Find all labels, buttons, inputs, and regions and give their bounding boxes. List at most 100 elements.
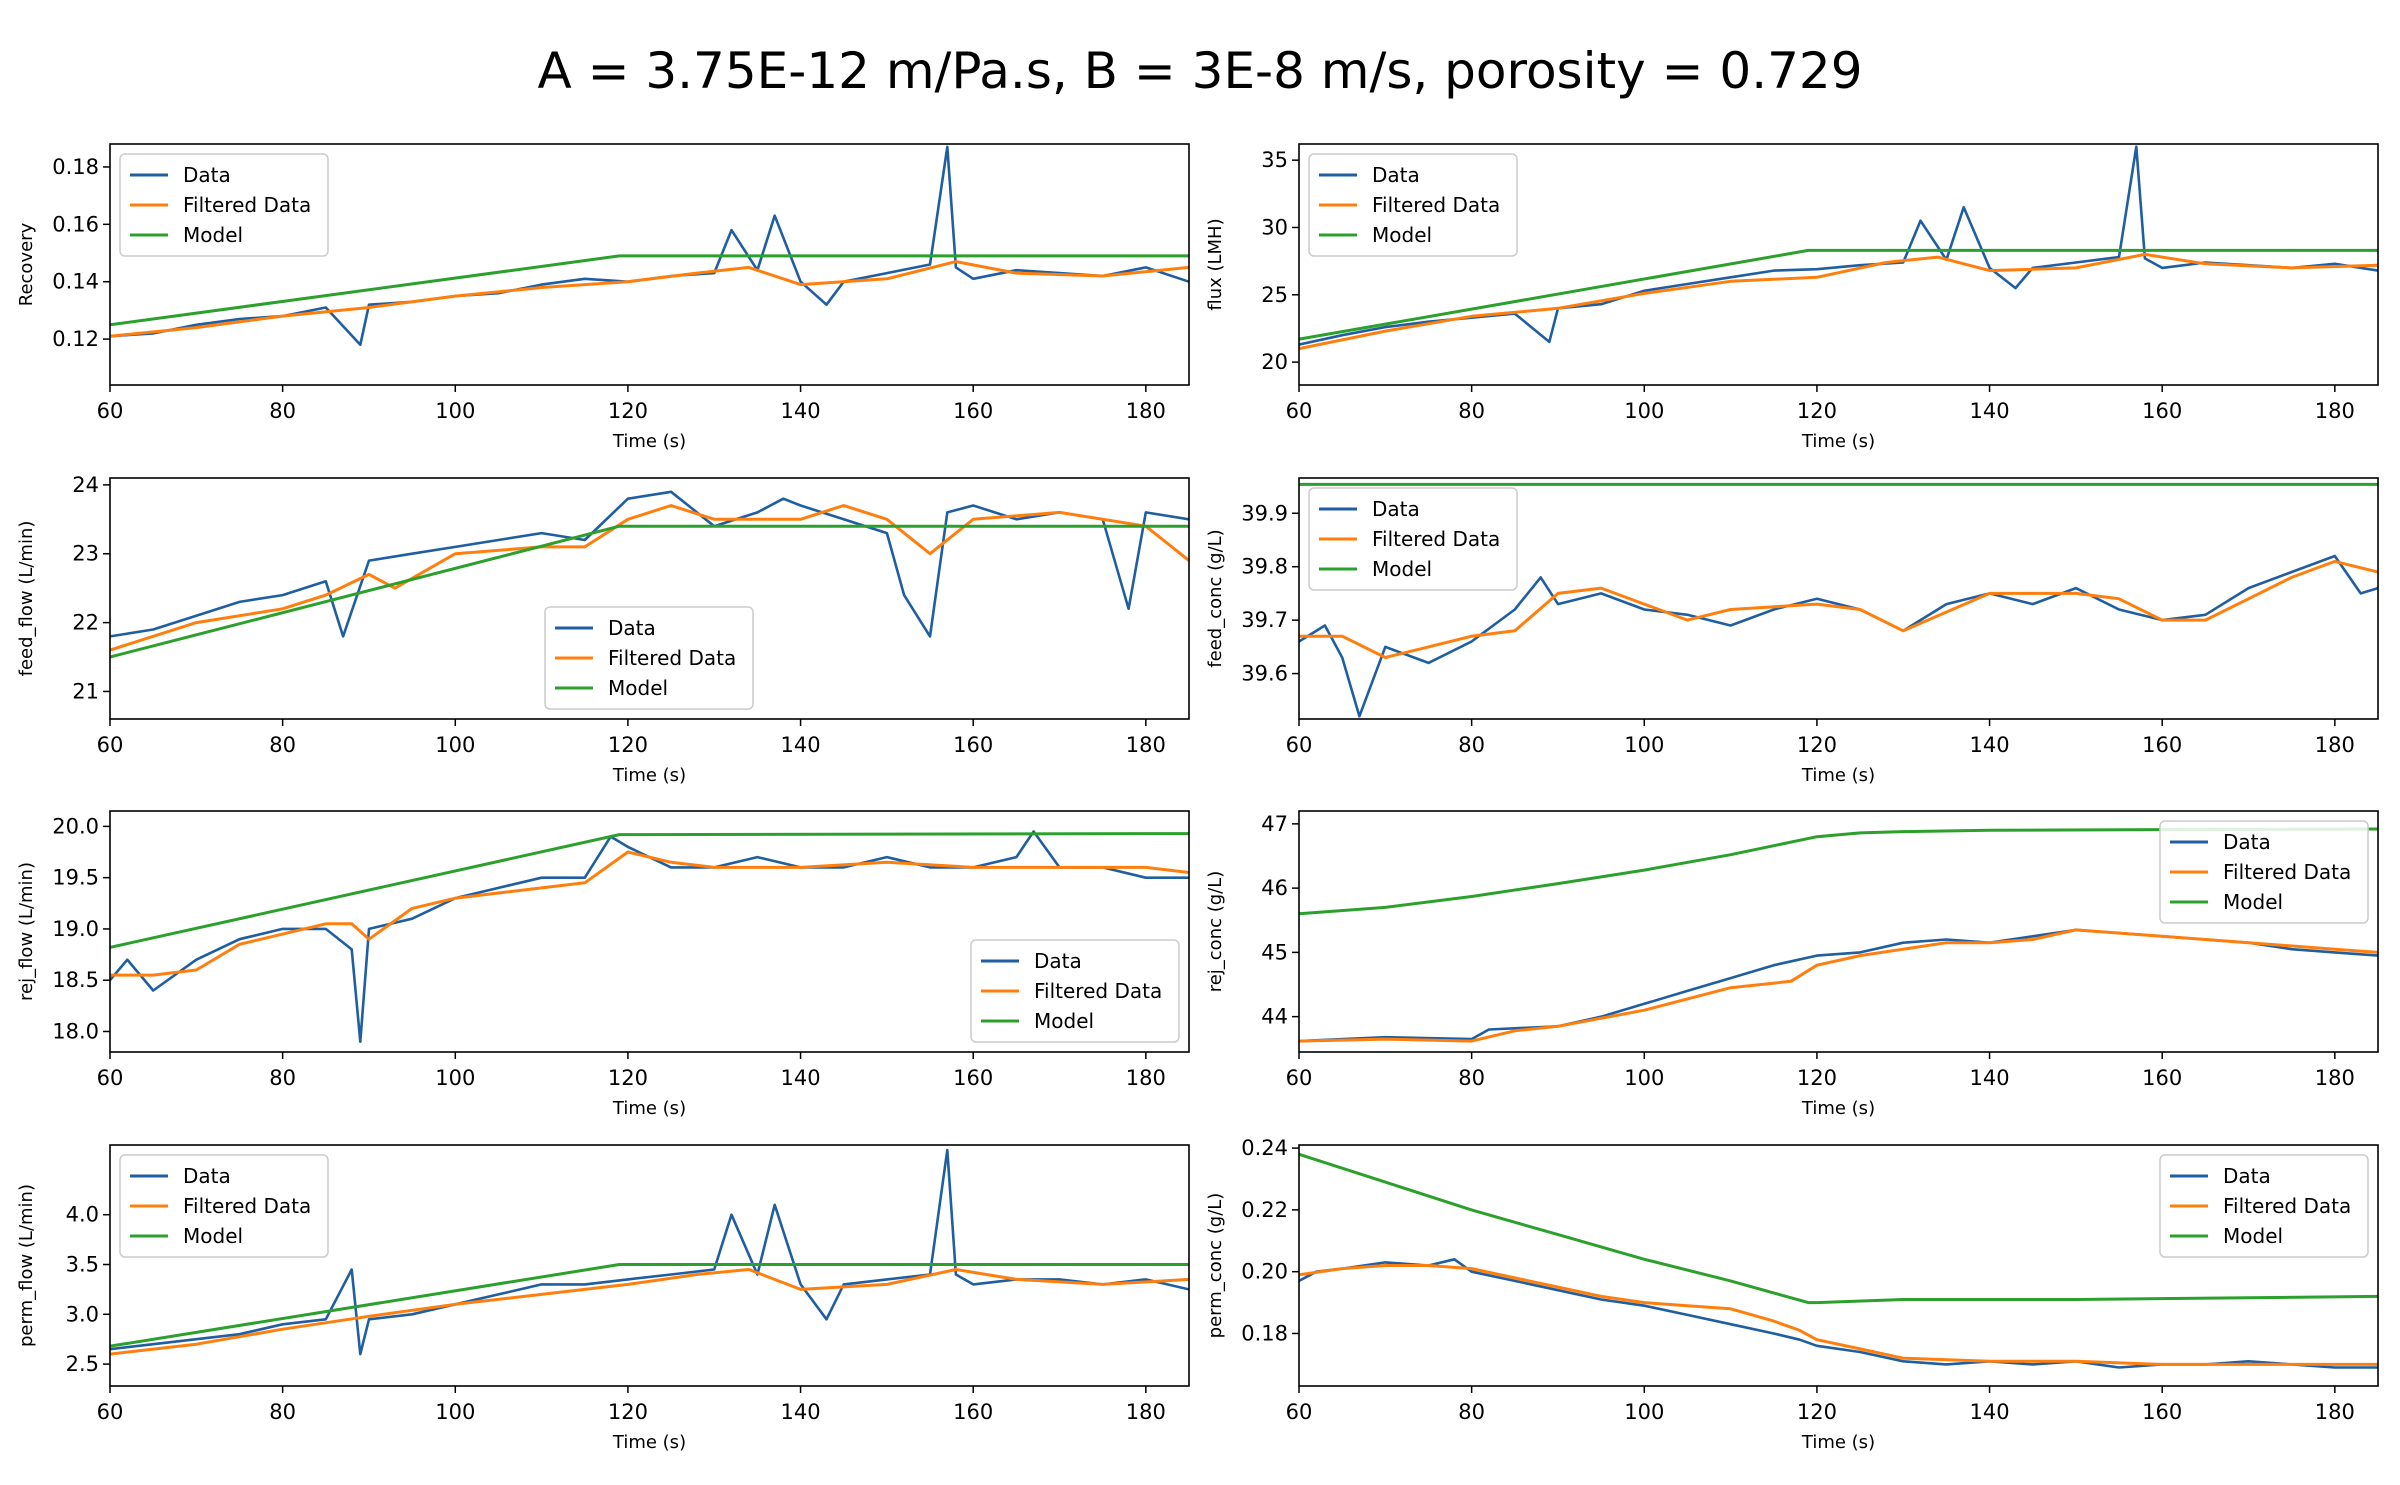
legend: Data Filtered Data Model [119,153,329,257]
x-tick-label: 60 [1286,1400,1313,1424]
x-axis-label: Time (s) [612,1098,686,1119]
subplot-1: 60 80 100 120 140 160 180 0.12 0.14 0.16 0.18 Time … [16,143,1190,452]
series-line-data [110,1148,1189,1356]
x-tick-label: 60 [1286,733,1313,757]
legend: Data Filtered Data Model [544,606,754,710]
legend: Data Filtered Data Model [2159,1154,2369,1258]
y-tick-label: 18.0 [52,1019,99,1043]
subplot-4: 60 80 100 120 140 160 180 39.6 39.7 39.8 39.9 Time … [1205,477,2379,786]
x-axis-label: Time (s) [1801,431,1875,452]
subplot-8: 60 80 100 120 140 160 180 0.18 0.20 0.22 0.24 Time … [1205,1136,2379,1453]
legend-entry: Filtered Data [183,1194,311,1218]
subplot-6: 60 80 100 120 140 160 180 44 45 46 47 Time (s) rej_c… [1205,810,2379,1119]
legend-entry: Data [1372,163,1420,187]
x-tick-label: 160 [2142,733,2182,757]
y-tick-label: 3.0 [66,1302,99,1326]
x-tick-label: 120 [1797,1400,1837,1424]
x-tick-label: 100 [1624,1400,1664,1424]
y-tick-label: 21 [72,679,99,703]
legend-entry: Model [183,223,243,247]
legend-entry: Model [1372,223,1432,247]
legend-box [544,606,754,710]
x-tick-label: 140 [781,1400,821,1424]
x-axis-label: Time (s) [612,431,686,452]
legend-entry: Model [608,676,668,700]
y-axis-label: rej_conc (g/L) [1205,871,1226,993]
y-tick-label: 0.14 [52,270,99,294]
x-tick-label: 160 [953,399,993,423]
axes-frame [109,477,1190,720]
x-tick-label: 80 [269,1066,296,1090]
legend-entry: Model [1372,557,1432,581]
subplot-2: 60 80 100 120 140 160 180 20 25 30 35 Time (s) flux … [1205,143,2379,452]
x-tick-label: 60 [97,1066,124,1090]
legend-box [970,939,1180,1043]
y-axis-label: feed_conc (g/L) [1205,529,1226,667]
y-tick-label: 47 [1261,812,1288,836]
x-tick-label: 160 [2142,1400,2182,1424]
y-tick-label: 0.12 [52,327,99,351]
x-tick-label: 160 [953,1066,993,1090]
y-tick-label: 39.6 [1241,662,1288,686]
x-tick-label: 180 [1126,1066,1166,1090]
y-tick-label: 0.18 [1241,1321,1288,1345]
x-tick-label: 120 [608,1066,648,1090]
series-line-model [110,832,1189,949]
y-tick-label: 20.0 [52,814,99,838]
y-axis-label: perm_flow (L/min) [16,1184,37,1347]
x-tick-label: 160 [953,1400,993,1424]
legend: Data Filtered Data Model [1308,153,1518,257]
series-line-model [1299,827,2378,916]
series-line-data [1299,145,2378,346]
x-tick-label: 140 [781,733,821,757]
y-axis-label: feed_flow (L/min) [16,521,37,677]
y-tick-label: 39.9 [1241,501,1288,525]
legend-entry: Model [2223,1224,2283,1248]
series-line-data [110,145,1189,347]
y-tick-label: 0.18 [52,155,99,179]
y-tick-label: 39.7 [1241,608,1288,632]
x-tick-label: 80 [269,399,296,423]
x-tick-label: 80 [269,733,296,757]
legend-entry: Data [608,616,656,640]
legend-entry: Filtered Data [608,646,736,670]
legend: Data Filtered Data Model [1308,487,1518,591]
axes-frame [1298,1144,2379,1387]
legend-box [119,1154,329,1258]
series-line-model [1299,1152,2378,1305]
legend-entry: Data [1372,497,1420,521]
x-tick-label: 140 [1970,733,2010,757]
x-tick-label: 180 [2315,1066,2355,1090]
y-tick-label: 45 [1261,940,1288,964]
x-tick-label: 160 [2142,1066,2182,1090]
x-axis-label: Time (s) [1801,1098,1875,1119]
axes-frame [109,143,1190,386]
x-tick-label: 120 [608,733,648,757]
x-tick-label: 160 [953,733,993,757]
legend-entry: Model [2223,890,2283,914]
legend: Data Filtered Data Model [970,939,1180,1043]
legend-entry: Model [183,1224,243,1248]
series-line-model [110,1263,1189,1348]
y-axis-label: rej_flow (L/min) [16,862,37,1001]
x-tick-label: 140 [1970,1066,2010,1090]
x-tick-label: 100 [435,733,475,757]
y-tick-label: 30 [1261,215,1288,239]
x-tick-label: 80 [269,1400,296,1424]
axes-frame [1298,810,2379,1053]
axes-frame [1298,477,2379,720]
series-line-filtered-data [110,260,1189,338]
x-tick-label: 180 [1126,399,1166,423]
y-tick-label: 35 [1261,148,1288,172]
legend-entry: Filtered Data [1372,527,1500,551]
legend: Data Filtered Data Model [119,1154,329,1258]
x-tick-label: 160 [2142,399,2182,423]
legend-entry: Filtered Data [2223,1194,2351,1218]
x-tick-label: 100 [435,399,475,423]
x-tick-label: 120 [608,399,648,423]
x-tick-label: 100 [1624,399,1664,423]
x-tick-label: 80 [1458,399,1485,423]
legend-box [2159,1154,2369,1258]
y-tick-label: 0.16 [52,212,99,236]
